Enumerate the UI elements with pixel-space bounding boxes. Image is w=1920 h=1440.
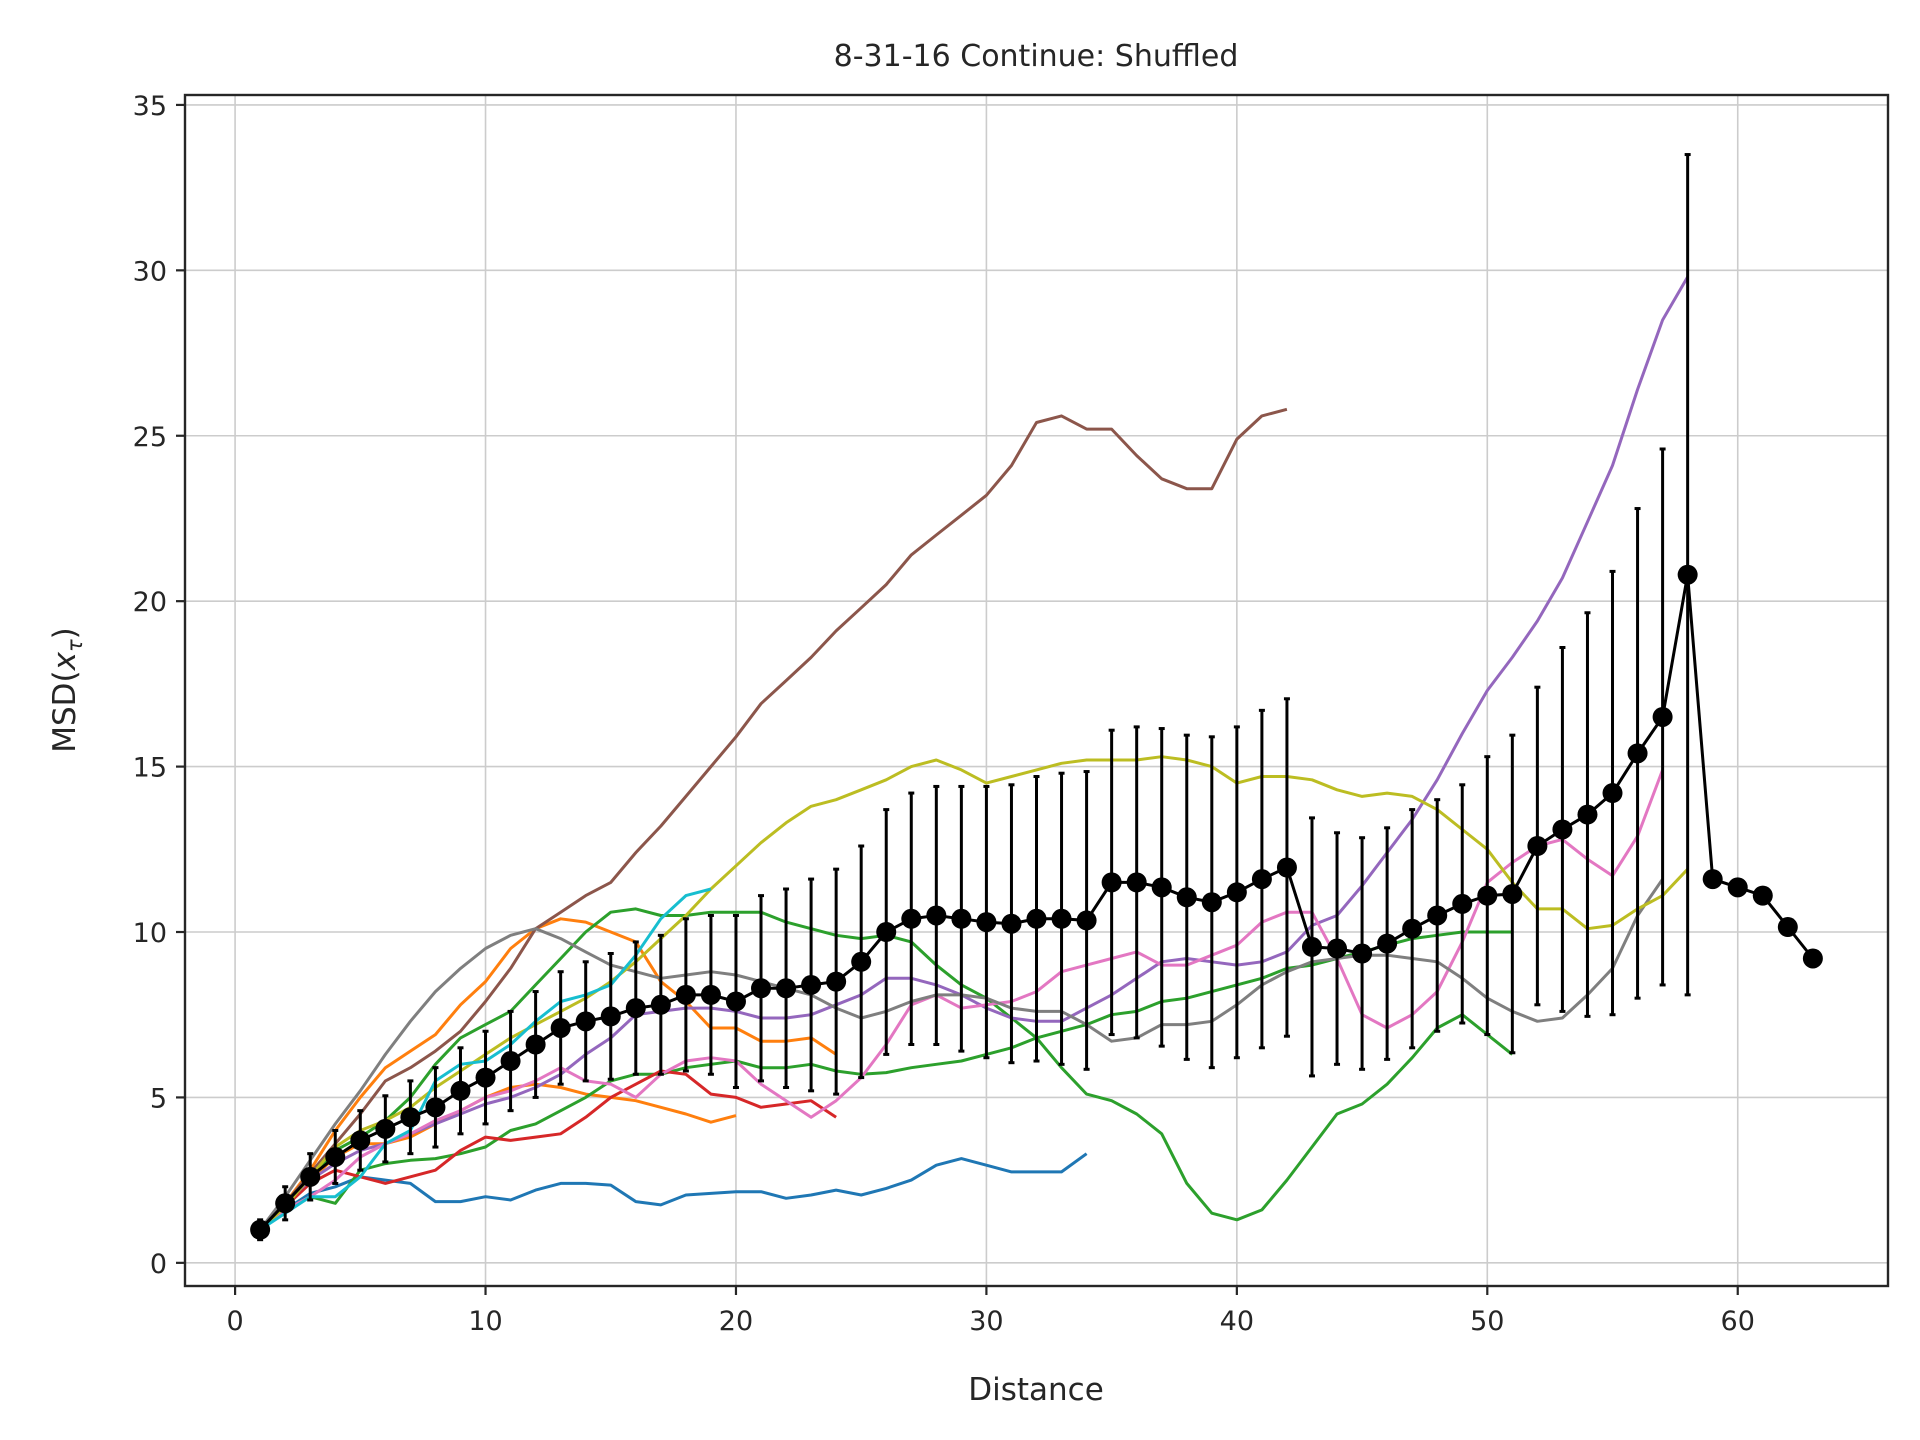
mean-point xyxy=(425,1097,446,1118)
x-axis-label: Distance xyxy=(968,1372,1104,1408)
mean-point xyxy=(500,1051,521,1072)
mean-point xyxy=(1126,872,1147,893)
mean-point xyxy=(650,994,671,1015)
mean-point xyxy=(1802,948,1823,969)
series-line xyxy=(259,917,837,1231)
mean-point xyxy=(350,1130,371,1151)
mean-point xyxy=(275,1193,296,1214)
mean-point xyxy=(550,1017,571,1038)
chart-title: 8-31-16 Continue: Shuffled xyxy=(834,39,1239,74)
mean-point xyxy=(926,905,947,926)
mean-point xyxy=(1001,913,1022,934)
series-line xyxy=(259,1069,837,1231)
mean-point xyxy=(826,971,847,992)
mean-point xyxy=(1527,835,1548,856)
mean-point xyxy=(1327,938,1348,959)
mean-point xyxy=(625,998,646,1019)
mean-point xyxy=(751,978,772,999)
mean-point xyxy=(300,1166,321,1187)
x-tick-label: 20 xyxy=(719,1306,753,1337)
y-axis-label-var: x xyxy=(47,651,83,671)
mean-point xyxy=(700,984,721,1005)
mean-point xyxy=(1226,882,1247,903)
mean-point xyxy=(400,1107,421,1128)
y-axis-label: MSD(xτ) xyxy=(47,627,87,753)
mean-point xyxy=(1276,857,1297,878)
mean-point xyxy=(976,912,997,933)
mean-point xyxy=(1477,885,1498,906)
x-tick-label: 40 xyxy=(1220,1306,1254,1337)
mean-point xyxy=(1427,905,1448,926)
x-tick-label: 0 xyxy=(226,1306,243,1337)
y-tick-label: 5 xyxy=(150,1083,167,1114)
mean-point xyxy=(1652,706,1673,727)
y-tick-label: 0 xyxy=(150,1249,167,1280)
mean-point xyxy=(801,974,822,995)
mean-point xyxy=(1251,869,1272,890)
mean-point xyxy=(901,908,922,929)
mean-point xyxy=(1702,869,1723,890)
y-tick-label: 25 xyxy=(133,422,167,453)
mean-point xyxy=(325,1146,346,1167)
mean-point xyxy=(1627,743,1648,764)
mean-point xyxy=(1602,783,1623,804)
mean-point xyxy=(450,1080,471,1101)
mean-point xyxy=(475,1067,496,1088)
mean-point xyxy=(1377,933,1398,954)
mean-point xyxy=(1101,872,1122,893)
mean-point xyxy=(951,908,972,929)
mean-point xyxy=(1677,564,1698,585)
series-line xyxy=(259,407,1288,1231)
mean-point xyxy=(1201,892,1222,913)
mean-point xyxy=(1552,819,1573,840)
y-tick-label: 30 xyxy=(133,256,167,287)
mean-point xyxy=(1452,893,1473,914)
mean-point xyxy=(1502,883,1523,904)
mean-series xyxy=(250,153,1823,1242)
series-line xyxy=(259,276,1689,1231)
mean-point xyxy=(1727,877,1748,898)
plot-frame xyxy=(183,93,1890,1288)
mean-point xyxy=(1777,917,1798,938)
mean-point xyxy=(1752,885,1773,906)
mean-point xyxy=(375,1118,396,1139)
mean-point xyxy=(525,1034,546,1055)
mean-point xyxy=(1051,908,1072,929)
mean-point xyxy=(1076,910,1097,931)
mean-point xyxy=(1176,887,1197,908)
y-tick-label: 15 xyxy=(133,753,167,784)
mean-point xyxy=(1352,943,1373,964)
series-lines xyxy=(258,276,1689,1232)
y-tick-label: 35 xyxy=(133,91,167,122)
y-axis-label-close: ) xyxy=(47,627,83,639)
mean-point xyxy=(1026,908,1047,929)
x-tick-label: 10 xyxy=(468,1306,502,1337)
mean-point xyxy=(1151,877,1172,898)
mean-point xyxy=(876,922,897,943)
y-axis-label-sub: τ xyxy=(63,639,87,652)
mean-point xyxy=(1402,918,1423,939)
mean-point xyxy=(851,951,872,972)
x-tick-label: 50 xyxy=(1470,1306,1504,1337)
x-tick-label: 60 xyxy=(1721,1306,1755,1337)
mean-point xyxy=(675,984,696,1005)
y-tick-label: 10 xyxy=(133,918,167,949)
mean-point xyxy=(600,1006,621,1027)
series-line xyxy=(259,755,1689,1231)
y-axis-label-base: MSD( xyxy=(47,670,83,752)
mean-point xyxy=(250,1219,271,1240)
mean-point xyxy=(1577,804,1598,825)
series-line xyxy=(259,1152,1088,1231)
y-tick-label: 20 xyxy=(133,587,167,618)
mean-point xyxy=(575,1011,596,1032)
mean-point xyxy=(1301,936,1322,957)
x-tick-label: 30 xyxy=(969,1306,1003,1337)
mean-point xyxy=(776,978,797,999)
mean-point xyxy=(725,991,746,1012)
axes: 0 10 20 30 40 50 60 0 5 10 15 20 25 30 35 xyxy=(133,91,1755,1337)
